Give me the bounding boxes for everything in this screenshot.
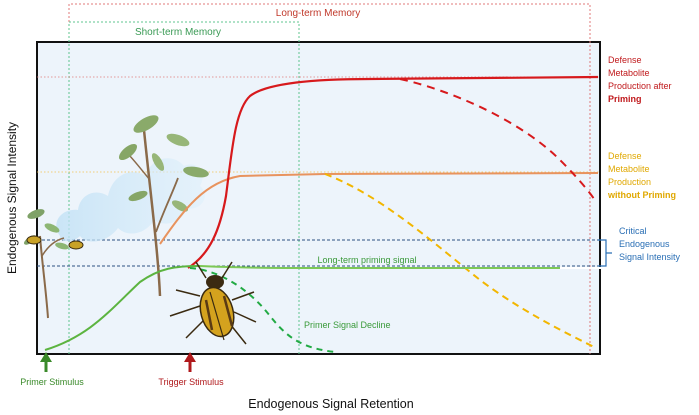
short-term-memory-box [68, 21, 300, 354]
primer-stimulus-arrow [40, 352, 52, 372]
critical-intensity-label: Critical Endogenous Signal Intensity [619, 226, 681, 262]
long-term-priming-signal-line [199, 265, 600, 269]
svg-text:Metabolite: Metabolite [608, 68, 650, 78]
small-beetles [26, 235, 84, 250]
trigger-stimulus-label: Trigger Stimulus [158, 377, 224, 387]
short-term-memory-label: Short-term Memory [135, 27, 221, 38]
critical-bracket [598, 239, 612, 267]
unprimed-decline-curve [324, 173, 597, 349]
y-axis-label: Endogenous Signal Intensity [5, 122, 19, 274]
tall-plant-drawing [118, 115, 209, 297]
large-beetle-drawing [169, 261, 257, 345]
primer-decline-label: Primer Signal Decline [304, 320, 391, 330]
svg-text:Critical: Critical [619, 226, 647, 236]
svg-text:Metabolite: Metabolite [608, 164, 650, 174]
long-term-signal-label: Long-term priming signal [317, 255, 416, 265]
primer-signal-curve [44, 265, 201, 351]
svg-text:Defense: Defense [608, 55, 642, 65]
long-term-memory-label: Long-term Memory [276, 8, 360, 19]
unprimed-curve-label: Defense Metabolite Production without Pr… [607, 151, 676, 200]
primer-stimulus-label: Primer Stimulus [20, 377, 84, 387]
unprimed-production-curve [159, 172, 599, 245]
primed-production-curve [187, 75, 599, 269]
svg-text:Production: Production [608, 177, 651, 187]
primed-decline-curve [399, 78, 597, 203]
primer-signal-decline-curve [189, 267, 336, 353]
svg-text:Priming: Priming [608, 94, 642, 104]
primed-curve-label: Defense Metabolite Production after Prim… [608, 55, 672, 104]
x-axis-label: Endogenous Signal Retention [248, 397, 413, 411]
long-term-memory-box [68, 3, 591, 354]
svg-text:Endogenous: Endogenous [619, 239, 670, 249]
svg-text:Signal Intensity: Signal Intensity [619, 252, 681, 262]
svg-text:without Priming: without Priming [607, 190, 676, 200]
svg-text:Production after: Production after [608, 81, 672, 91]
trigger-stimulus-arrow [184, 352, 196, 372]
svg-text:Defense: Defense [608, 151, 642, 161]
